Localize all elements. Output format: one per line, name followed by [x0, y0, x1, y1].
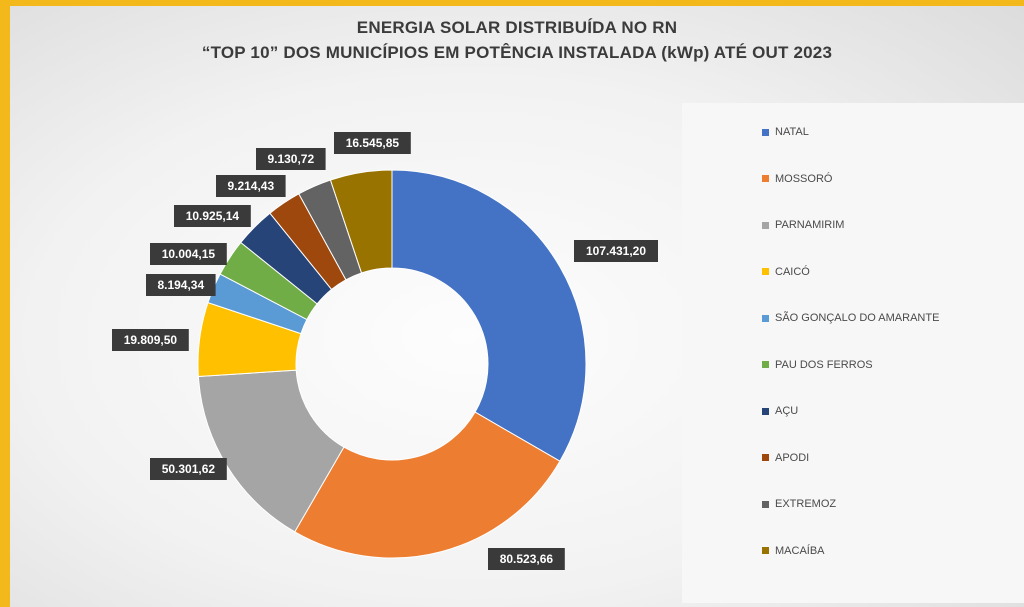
legend-item: EXTREMOZ	[762, 496, 836, 512]
legend-label: CAICÓ	[775, 265, 810, 278]
data-label-box	[216, 175, 286, 197]
slice-parnamirim	[197, 369, 345, 533]
data-label: 8.194,34	[146, 274, 216, 296]
legend-swatch	[762, 500, 769, 508]
data-label: 9.130,72	[256, 148, 326, 170]
legend-swatch	[762, 175, 769, 182]
legend-label: APODI	[775, 451, 810, 464]
chart-subtitle: “TOP 10” DOS MUNICÍPIOS EM POTÊNCIA INST…	[201, 43, 833, 62]
legend-label: PARNAMIRIM	[775, 219, 845, 231]
data-label-box	[488, 548, 565, 570]
chart-card: ENERGIA SOLAR DISTRIBUÍDA NO RN “TOP 10”…	[10, 6, 1024, 607]
legend-swatch	[762, 221, 769, 229]
data-label-box	[574, 240, 658, 262]
legend-label: MOSSORÓ	[775, 172, 833, 185]
data-label-text: 9.214,43	[227, 179, 274, 193]
legend-label: AÇU	[775, 405, 799, 417]
legend-item: APODI	[762, 450, 809, 466]
legend-swatch	[762, 268, 769, 275]
data-label-box	[174, 205, 251, 227]
legend: NATAL MOSSORÓ PARNAMIRIM CAICÓ SÃO GONÇALO D…	[682, 103, 1024, 603]
legend-label: EXTREMOZ	[775, 498, 837, 510]
legend-item: NATAL	[762, 124, 809, 140]
data-label-box	[112, 329, 189, 351]
legend-label: NATAL	[775, 126, 809, 138]
data-label: 9.214,43	[216, 175, 286, 197]
slice-maca-ba	[329, 169, 393, 274]
legend-swatch	[762, 547, 769, 554]
legend-item: CAICÓ	[762, 264, 810, 280]
data-label-box	[146, 274, 216, 296]
data-label-text: 107.431,20	[586, 244, 646, 258]
legend-label: PAU DOS FERROS	[775, 358, 873, 371]
chart-title: ENERGIA SOLAR DISTRIBUÍDA NO RN	[356, 18, 678, 37]
legend-label: MACAÍBA	[775, 544, 825, 557]
data-label-text: 19.809,50	[124, 333, 178, 347]
data-label: 10.004,15	[150, 243, 227, 265]
data-label-box	[334, 132, 411, 154]
data-label: 107.431,20	[574, 240, 658, 262]
donut-chart: 107.431,20 80.523,66 50.301,62 19.809,50 8.1…	[112, 132, 658, 570]
legend-item: AÇU	[762, 403, 798, 419]
data-label-box	[256, 148, 326, 170]
legend-item: MOSSORÓ	[762, 171, 832, 187]
legend-swatch	[762, 361, 769, 368]
legend-swatch	[762, 407, 769, 415]
data-label-text: 80.523,66	[500, 552, 554, 566]
legend-swatch	[762, 454, 769, 461]
data-label-text: 16.545,85	[346, 136, 400, 150]
slice-natal	[391, 169, 587, 462]
data-label-text: 8.194,34	[157, 278, 204, 292]
data-label-box	[150, 243, 227, 265]
data-label-text: 50.301,62	[162, 462, 216, 476]
data-label-box	[150, 458, 227, 480]
legend-item: PAU DOS FERROS	[762, 357, 873, 373]
legend-swatch	[762, 128, 769, 136]
legend-label: SÃO GONÇALO DO AMARANTE	[775, 312, 940, 324]
data-label: 10.925,14	[174, 205, 251, 227]
legend-item: PARNAMIRIM	[762, 217, 844, 233]
data-label: 16.545,85	[334, 132, 411, 154]
data-label: 80.523,66	[488, 548, 565, 570]
legend-swatch	[762, 314, 769, 322]
slice-mossor-	[294, 411, 561, 559]
data-label-text: 9.130,72	[267, 152, 314, 166]
legend-item: MACAÍBA	[762, 543, 825, 559]
data-label-text: 10.925,14	[186, 209, 240, 223]
data-label: 50.301,62	[150, 458, 227, 480]
legend-item: SÃO GONÇALO DO AMARANTE	[762, 310, 939, 326]
data-label: 19.809,50	[112, 329, 189, 351]
data-label-text: 10.004,15	[162, 247, 216, 261]
